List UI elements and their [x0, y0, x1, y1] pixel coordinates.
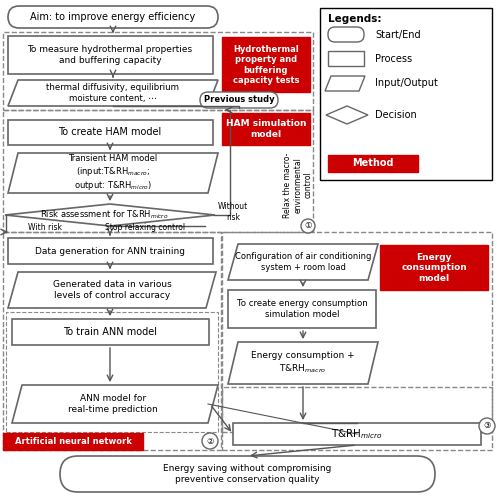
FancyBboxPatch shape	[222, 113, 310, 145]
Bar	[3, 32, 313, 110]
FancyBboxPatch shape	[8, 120, 213, 145]
FancyBboxPatch shape	[60, 456, 435, 492]
Text: Energy saving without compromising
preventive conservation quality: Energy saving without compromising preve…	[163, 464, 331, 483]
Text: thermal diffusivity, equilibrium
moisture content, ⋯: thermal diffusivity, equilibrium moistur…	[47, 84, 179, 102]
Text: HAM simulation
model: HAM simulation model	[226, 120, 306, 139]
Polygon shape	[8, 272, 216, 308]
FancyBboxPatch shape	[8, 6, 218, 28]
Text: ANN model for
real-time prediction: ANN model for real-time prediction	[68, 394, 158, 413]
Bar	[3, 232, 221, 450]
FancyBboxPatch shape	[200, 92, 278, 108]
Text: Aim: to improve energy efficiency: Aim: to improve energy efficiency	[30, 12, 196, 22]
Bar	[6, 312, 218, 432]
Circle shape	[479, 418, 495, 434]
Text: Previous study: Previous study	[204, 96, 274, 104]
Text: T&RH$_{micro}$: T&RH$_{micro}$	[331, 427, 383, 441]
Text: Legends:: Legends:	[328, 14, 382, 24]
Text: Energy consumption +
T&RH$_{macro}$: Energy consumption + T&RH$_{macro}$	[251, 352, 355, 374]
Text: Configuration of air conditioning
system + room load: Configuration of air conditioning system…	[235, 252, 371, 272]
Text: Energy
consumption
model: Energy consumption model	[401, 253, 467, 283]
FancyBboxPatch shape	[228, 290, 376, 328]
Polygon shape	[228, 244, 378, 280]
Bar	[3, 110, 313, 232]
Polygon shape	[5, 204, 215, 226]
Text: ②: ②	[206, 436, 214, 446]
FancyBboxPatch shape	[8, 238, 213, 264]
Text: Data generation for ANN training: Data generation for ANN training	[35, 246, 185, 256]
Text: To measure hydrothermal properties
and buffering capacity: To measure hydrothermal properties and b…	[27, 46, 192, 64]
Polygon shape	[326, 106, 368, 124]
Text: ③: ③	[483, 422, 491, 430]
FancyBboxPatch shape	[3, 433, 143, 450]
Text: Transient HAM model
(input:T&RH$_{macro}$;
output: T&RH$_{micro}$): Transient HAM model (input:T&RH$_{macro}…	[69, 154, 158, 192]
Text: To create energy consumption
simulation model: To create energy consumption simulation …	[237, 300, 367, 318]
FancyBboxPatch shape	[328, 27, 364, 42]
Circle shape	[202, 433, 218, 449]
Text: Relax the macro-
environmental
control: Relax the macro- environmental control	[283, 152, 313, 218]
Polygon shape	[8, 80, 218, 106]
Polygon shape	[8, 153, 218, 193]
FancyBboxPatch shape	[222, 37, 310, 92]
FancyBboxPatch shape	[8, 36, 213, 74]
Text: Process: Process	[375, 54, 412, 64]
FancyBboxPatch shape	[320, 8, 492, 180]
Text: Method: Method	[352, 158, 394, 168]
Text: Decision: Decision	[375, 110, 417, 120]
Text: To create HAM model: To create HAM model	[58, 127, 162, 137]
Text: To train ANN model: To train ANN model	[63, 327, 157, 337]
Text: Artificial neural network: Artificial neural network	[14, 436, 131, 446]
FancyBboxPatch shape	[380, 245, 488, 290]
Polygon shape	[325, 76, 365, 91]
FancyBboxPatch shape	[328, 155, 418, 172]
Text: Generated data in various
levels of control accuracy: Generated data in various levels of cont…	[53, 280, 171, 299]
Text: ①: ①	[304, 222, 312, 230]
Polygon shape	[228, 342, 378, 384]
Text: Input/Output: Input/Output	[375, 78, 438, 88]
Text: Risk assessment for T&RH$_{micro}$: Risk assessment for T&RH$_{micro}$	[40, 209, 168, 221]
Polygon shape	[12, 385, 218, 423]
Text: Stop relaxing control: Stop relaxing control	[105, 224, 185, 232]
Circle shape	[301, 219, 315, 233]
Bar	[222, 387, 492, 450]
Text: Without
risk: Without risk	[218, 202, 248, 222]
FancyBboxPatch shape	[12, 319, 209, 345]
Text: With risk: With risk	[28, 224, 62, 232]
Bar	[222, 232, 492, 432]
Text: Hydrothermal
property and
buffering
capacity tests: Hydrothermal property and buffering capa…	[233, 45, 299, 85]
FancyBboxPatch shape	[328, 51, 364, 66]
FancyBboxPatch shape	[233, 423, 481, 445]
Text: Start/End: Start/End	[375, 30, 420, 40]
